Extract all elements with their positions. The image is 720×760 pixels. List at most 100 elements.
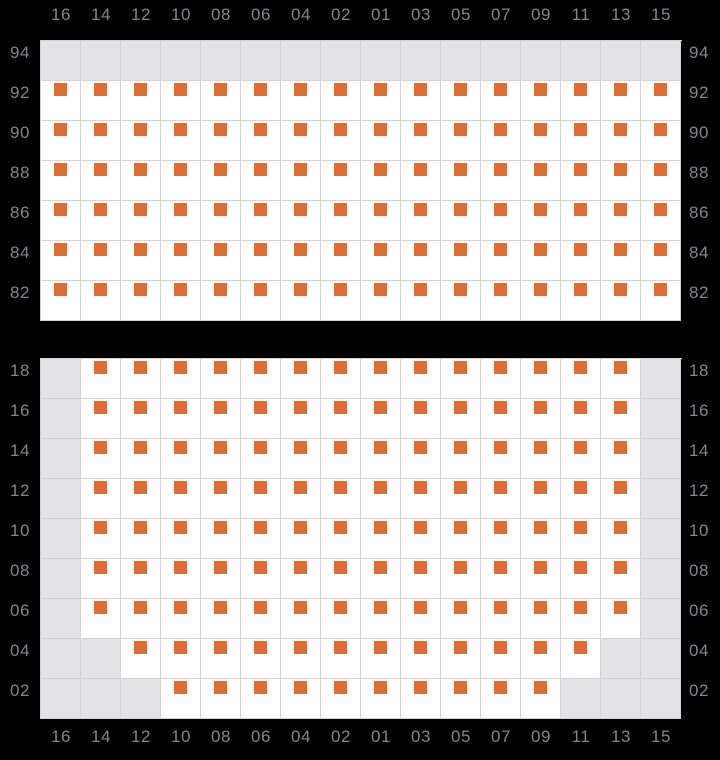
seat-cell-82-16[interactable] [41, 281, 81, 321]
seat-cell-12-14[interactable] [81, 479, 121, 519]
seat-cell-08-01[interactable] [361, 559, 401, 599]
seat-cell-02-08[interactable] [201, 679, 241, 719]
seat-cell-92-12[interactable] [121, 81, 161, 121]
seat-cell-18-05[interactable] [441, 359, 481, 399]
seat-cell-12-06[interactable] [241, 479, 281, 519]
seat-cell-14-13[interactable] [601, 439, 641, 479]
seat-cell-82-01[interactable] [361, 281, 401, 321]
seat-cell-86-07[interactable] [481, 201, 521, 241]
seat-cell-84-08[interactable] [201, 241, 241, 281]
seat-cell-84-06[interactable] [241, 241, 281, 281]
seat-cell-82-12[interactable] [121, 281, 161, 321]
seat-cell-10-13[interactable] [601, 519, 641, 559]
seat-cell-84-13[interactable] [601, 241, 641, 281]
seat-cell-18-11[interactable] [561, 359, 601, 399]
seat-cell-02-09[interactable] [521, 679, 561, 719]
seat-cell-10-07[interactable] [481, 519, 521, 559]
seat-cell-10-14[interactable] [81, 519, 121, 559]
seat-cell-92-06[interactable] [241, 81, 281, 121]
seat-cell-02-02[interactable] [321, 679, 361, 719]
seat-cell-06-05[interactable] [441, 599, 481, 639]
seat-cell-10-02[interactable] [321, 519, 361, 559]
seat-cell-84-03[interactable] [401, 241, 441, 281]
seat-cell-14-08[interactable] [201, 439, 241, 479]
seat-cell-14-01[interactable] [361, 439, 401, 479]
seat-cell-08-07[interactable] [481, 559, 521, 599]
seat-cell-82-14[interactable] [81, 281, 121, 321]
seat-cell-04-05[interactable] [441, 639, 481, 679]
seat-cell-82-06[interactable] [241, 281, 281, 321]
seat-cell-84-14[interactable] [81, 241, 121, 281]
seat-cell-88-06[interactable] [241, 161, 281, 201]
seat-cell-86-03[interactable] [401, 201, 441, 241]
seat-cell-04-10[interactable] [161, 639, 201, 679]
seat-cell-86-13[interactable] [601, 201, 641, 241]
seat-cell-90-15[interactable] [641, 121, 681, 161]
seat-cell-92-07[interactable] [481, 81, 521, 121]
seat-cell-92-13[interactable] [601, 81, 641, 121]
seat-cell-14-12[interactable] [121, 439, 161, 479]
seat-cell-12-13[interactable] [601, 479, 641, 519]
seat-cell-88-01[interactable] [361, 161, 401, 201]
seat-cell-82-10[interactable] [161, 281, 201, 321]
seat-cell-08-09[interactable] [521, 559, 561, 599]
seat-cell-06-03[interactable] [401, 599, 441, 639]
seat-cell-08-10[interactable] [161, 559, 201, 599]
seat-cell-84-04[interactable] [281, 241, 321, 281]
seat-cell-16-12[interactable] [121, 399, 161, 439]
seat-cell-08-02[interactable] [321, 559, 361, 599]
seat-cell-16-02[interactable] [321, 399, 361, 439]
seat-cell-06-09[interactable] [521, 599, 561, 639]
seat-cell-86-01[interactable] [361, 201, 401, 241]
seat-cell-14-11[interactable] [561, 439, 601, 479]
seat-cell-18-13[interactable] [601, 359, 641, 399]
seat-cell-84-16[interactable] [41, 241, 81, 281]
seat-cell-10-03[interactable] [401, 519, 441, 559]
seat-cell-04-03[interactable] [401, 639, 441, 679]
seat-cell-18-04[interactable] [281, 359, 321, 399]
seat-cell-90-11[interactable] [561, 121, 601, 161]
seat-cell-10-08[interactable] [201, 519, 241, 559]
seat-cell-10-01[interactable] [361, 519, 401, 559]
seat-cell-18-09[interactable] [521, 359, 561, 399]
seat-cell-06-12[interactable] [121, 599, 161, 639]
seat-cell-12-08[interactable] [201, 479, 241, 519]
seat-cell-16-07[interactable] [481, 399, 521, 439]
seat-cell-86-14[interactable] [81, 201, 121, 241]
seat-cell-02-06[interactable] [241, 679, 281, 719]
seat-cell-08-12[interactable] [121, 559, 161, 599]
seat-cell-84-05[interactable] [441, 241, 481, 281]
seat-cell-16-13[interactable] [601, 399, 641, 439]
seat-cell-90-12[interactable] [121, 121, 161, 161]
seat-cell-06-04[interactable] [281, 599, 321, 639]
seat-cell-86-04[interactable] [281, 201, 321, 241]
seat-cell-18-03[interactable] [401, 359, 441, 399]
seat-cell-18-02[interactable] [321, 359, 361, 399]
seat-cell-82-08[interactable] [201, 281, 241, 321]
seat-cell-02-07[interactable] [481, 679, 521, 719]
seat-cell-84-07[interactable] [481, 241, 521, 281]
seat-cell-12-12[interactable] [121, 479, 161, 519]
seat-cell-88-07[interactable] [481, 161, 521, 201]
seat-cell-06-07[interactable] [481, 599, 521, 639]
seat-cell-06-13[interactable] [601, 599, 641, 639]
seat-cell-82-15[interactable] [641, 281, 681, 321]
seat-cell-88-05[interactable] [441, 161, 481, 201]
seat-cell-02-03[interactable] [401, 679, 441, 719]
seat-cell-18-06[interactable] [241, 359, 281, 399]
seat-cell-10-05[interactable] [441, 519, 481, 559]
seat-cell-82-11[interactable] [561, 281, 601, 321]
seat-cell-16-03[interactable] [401, 399, 441, 439]
seat-cell-90-13[interactable] [601, 121, 641, 161]
seat-cell-88-14[interactable] [81, 161, 121, 201]
seat-cell-18-10[interactable] [161, 359, 201, 399]
seat-cell-18-01[interactable] [361, 359, 401, 399]
seat-cell-14-10[interactable] [161, 439, 201, 479]
seat-cell-88-09[interactable] [521, 161, 561, 201]
seat-cell-90-01[interactable] [361, 121, 401, 161]
seat-cell-88-04[interactable] [281, 161, 321, 201]
seat-cell-12-11[interactable] [561, 479, 601, 519]
seat-cell-90-07[interactable] [481, 121, 521, 161]
seat-cell-14-04[interactable] [281, 439, 321, 479]
seat-cell-82-04[interactable] [281, 281, 321, 321]
